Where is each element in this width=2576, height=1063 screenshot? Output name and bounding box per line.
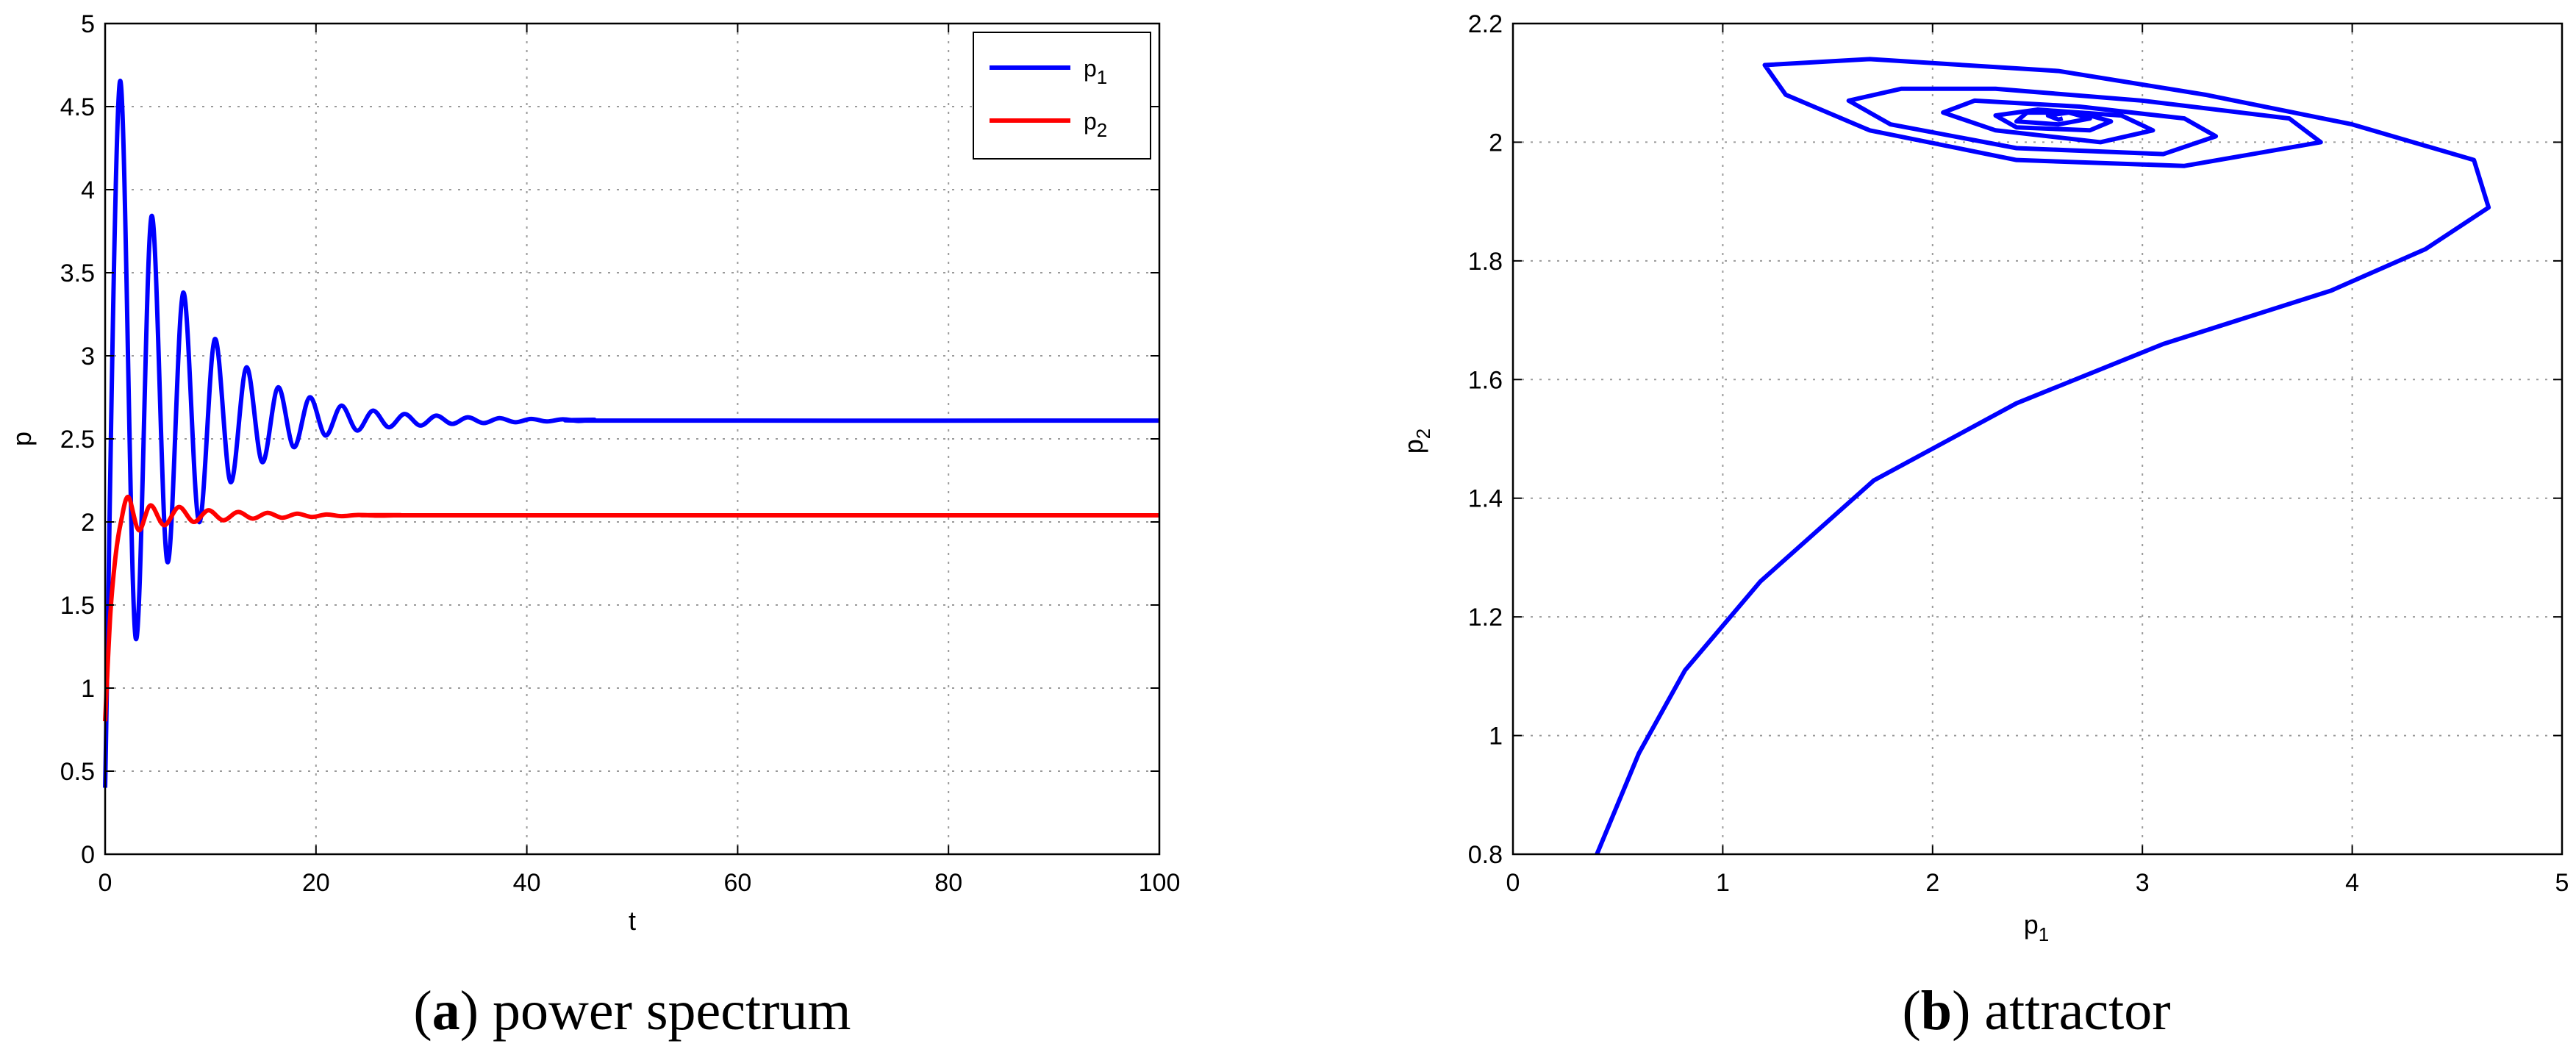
y-tick-label: 1 [1489, 723, 1503, 751]
legend-box [973, 32, 1151, 160]
x-tick-label: 1 [1716, 869, 1730, 897]
y-tick-label: 4.5 [60, 93, 95, 121]
x-tick-label: 20 [302, 869, 330, 897]
panel-a-xlabel: t [629, 906, 636, 936]
y-tick-label: 1.2 [1468, 604, 1503, 631]
panel-a-caption: (a) power spectrum [413, 980, 851, 1042]
y-tick-label: 3 [81, 343, 95, 371]
x-tick-label: 100 [1139, 869, 1181, 897]
panel-a-legend: p1 p2 [973, 32, 1151, 160]
panel-a-ticks: 0 20 40 60 80 100 0 0.5 1 1.5 2 2.5 3 3.5 4 4.5 5 [60, 10, 1181, 897]
panel-b-ticks: 0 1 2 3 4 5 0.8 1 1.2 1.4 1.6 1.8 2 2.2 [1468, 10, 2569, 897]
series-line-a-p2 [103, 495, 1160, 722]
legend-label-p2: p2 [1084, 108, 1107, 141]
panel-b-frame [1511, 22, 2564, 856]
panel-b-xlabel: p1 [2024, 909, 2050, 945]
x-tick-label: 3 [2136, 869, 2150, 897]
y-tick-label: 1.8 [1468, 248, 1503, 276]
x-tick-label: 0 [1506, 869, 1520, 897]
y-tick-label: 0.5 [60, 758, 95, 786]
x-tick-label: 0 [99, 869, 112, 897]
x-tick-label: 60 [723, 869, 751, 897]
x-tick-label: 40 [513, 869, 541, 897]
y-tick-label: 0.8 [1468, 841, 1503, 869]
panel-b-lines [1595, 57, 2491, 856]
panel-a-chart: 0 20 40 60 80 100 0 0.5 1 1.5 2 2.5 3 3.5 4 4.5 5 t p p1… [7, 10, 1180, 1042]
y-tick-label: 2 [81, 509, 95, 537]
x-tick-label: 2 [1925, 869, 1939, 897]
legend-label-p1: p1 [1084, 55, 1107, 88]
y-tick-label: 2.2 [1468, 10, 1503, 38]
series-line-a-p1 [103, 79, 1160, 788]
y-tick-label: 1 [81, 675, 95, 703]
y-tick-label: 1.4 [1468, 485, 1503, 513]
y-tick-label: 0 [81, 841, 95, 869]
panel-a-ylabel: p [7, 432, 37, 446]
y-tick-label: 1.6 [1468, 366, 1503, 394]
y-tick-label: 2.5 [60, 426, 95, 454]
series-line-b-trajectory-0 [1595, 57, 2491, 856]
y-tick-label: 2 [1489, 129, 1503, 157]
panel-b-grid [1513, 24, 2562, 854]
panel-b-caption: (b) attractor [1902, 980, 2170, 1042]
x-tick-label: 80 [934, 869, 962, 897]
y-tick-label: 1.5 [60, 592, 95, 620]
panel-a-lines [103, 79, 1160, 788]
x-tick-label: 4 [2345, 869, 2359, 897]
y-tick-label: 3.5 [60, 260, 95, 287]
panel-a-grid [105, 24, 1159, 854]
x-tick-label: 5 [2555, 869, 2569, 897]
y-tick-label: 4 [81, 176, 95, 204]
panel-b-chart: 0 1 2 3 4 5 0.8 1 1.2 1.4 1.6 1.8 2 2.2 p1 p2 (b) att… [1398, 10, 2569, 1042]
y-tick-label: 5 [81, 10, 95, 38]
panel-b-ylabel: p2 [1398, 429, 1434, 454]
